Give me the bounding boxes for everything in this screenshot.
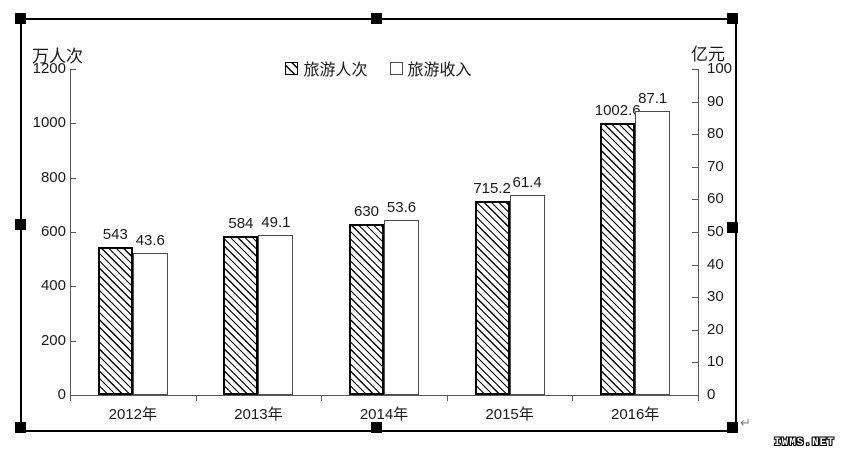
right-axis-tick-label: 20 <box>707 320 724 338</box>
selection-handle-top-left[interactable] <box>15 13 26 24</box>
bar-value-revenue: 61.4 <box>512 173 542 191</box>
right-axis-tick-label: 100 <box>707 60 733 77</box>
bar-value-visits: 584 <box>228 215 254 233</box>
bar-value-visits: 630 <box>353 202 380 220</box>
right-axis-tick-label: 70 <box>707 157 724 175</box>
left-axis-tick <box>70 177 76 179</box>
hatched-swatch-icon <box>285 61 299 75</box>
right-axis-tick <box>692 69 698 70</box>
chart-object-frame[interactable]: 万人次 亿元 旅游人次 旅游收入 1200 1000 800 600 400 200 0 100… <box>20 18 737 432</box>
right-axis-tick <box>692 101 698 103</box>
left-axis-tick <box>70 123 76 125</box>
bar-visits <box>349 223 384 395</box>
selection-handle-bottom-right[interactable] <box>727 422 738 433</box>
bar-visits <box>97 247 133 395</box>
bar-value-visits: 543 <box>102 226 128 244</box>
x-axis-tick <box>70 395 71 401</box>
bar-revenue <box>509 194 545 395</box>
right-axis-tick-label: 10 <box>707 353 724 371</box>
left-axis-tick <box>70 232 76 233</box>
selection-handle-bottom-left[interactable] <box>15 422 26 433</box>
right-axis-tick-label: 60 <box>707 190 724 208</box>
legend-label: 旅游收入 <box>407 62 472 79</box>
bar-revenue <box>384 220 419 395</box>
right-axis-tick <box>692 134 698 136</box>
selection-handle-middle-left[interactable] <box>15 219 26 230</box>
right-axis-tick-label: 80 <box>707 125 724 143</box>
bar-value-revenue: 49.1 <box>261 213 291 231</box>
category-label: 2014年 <box>359 406 409 423</box>
bar-revenue <box>635 111 671 395</box>
right-axis-line <box>698 69 699 395</box>
bar-value-visits: 1002.6 <box>594 101 641 119</box>
right-axis-tick <box>692 166 698 168</box>
bar-value-revenue: 43.6 <box>135 231 165 249</box>
selection-handle-middle-right[interactable] <box>727 222 738 233</box>
selection-handle-top-middle[interactable] <box>371 13 382 24</box>
right-axis-tick-label: 0 <box>707 386 716 403</box>
legend-item: 旅游人次 <box>285 56 368 80</box>
bar-value-revenue: 87.1 <box>638 90 668 108</box>
selection-handle-bottom-middle[interactable] <box>371 422 382 433</box>
x-axis-tick <box>195 395 197 401</box>
left-axis-tick-label: 600 <box>40 223 66 240</box>
bar-value-visits: 715.2 <box>473 179 511 197</box>
right-axis-tick-label: 40 <box>707 255 724 273</box>
paragraph-return-mark: ↵ <box>740 415 751 430</box>
plain-swatch-icon <box>389 61 403 75</box>
bar-revenue <box>132 252 168 395</box>
right-axis-tick <box>692 395 698 396</box>
bar-visits <box>223 236 259 395</box>
right-axis-title: 亿元 <box>691 45 725 64</box>
right-axis-tick-label: 30 <box>707 288 724 306</box>
x-axis-tick <box>446 395 448 401</box>
watermark: IWMS.NET <box>774 437 835 449</box>
left-axis-tick <box>70 395 76 396</box>
left-axis-tick-label: 400 <box>40 277 66 295</box>
left-axis-tick-label: 200 <box>40 331 66 349</box>
left-axis-tick <box>70 340 76 342</box>
bar-visits <box>474 200 510 395</box>
right-axis-tick <box>692 264 698 266</box>
x-axis-tick <box>698 395 699 401</box>
left-axis-tick-label: 800 <box>40 168 66 186</box>
right-axis-tick <box>692 232 698 233</box>
bar-value-revenue: 53.6 <box>386 199 417 217</box>
left-axis-tick-label: 0 <box>57 386 66 403</box>
legend-label: 旅游人次 <box>303 62 368 79</box>
right-axis-tick <box>692 297 698 299</box>
chart-legend: 旅游人次 旅游收入 <box>22 56 735 80</box>
x-axis-tick <box>321 395 323 401</box>
right-axis-tick <box>692 329 698 331</box>
legend-item: 旅游收入 <box>389 56 472 80</box>
category-label: 2013年 <box>234 406 283 423</box>
x-axis-tick <box>572 395 574 401</box>
left-axis-tick <box>70 69 76 70</box>
selection-handle-top-right[interactable] <box>727 13 738 24</box>
category-label: 2016年 <box>611 406 660 423</box>
right-axis-tick-label: 50 <box>707 223 724 240</box>
right-axis-tick-label: 90 <box>707 92 724 110</box>
category-label: 2012年 <box>108 406 157 423</box>
left-axis-title: 万人次 <box>32 47 83 66</box>
left-axis-tick-label: 1200 <box>32 60 66 77</box>
left-axis-tick-label: 1000 <box>32 114 66 132</box>
bar-visits <box>600 122 636 395</box>
right-axis-tick <box>692 362 698 364</box>
left-axis-tick <box>70 286 76 288</box>
right-axis-tick <box>692 199 698 201</box>
bar-revenue <box>258 234 294 395</box>
x-axis-line <box>70 395 699 396</box>
category-label: 2015年 <box>485 406 534 423</box>
